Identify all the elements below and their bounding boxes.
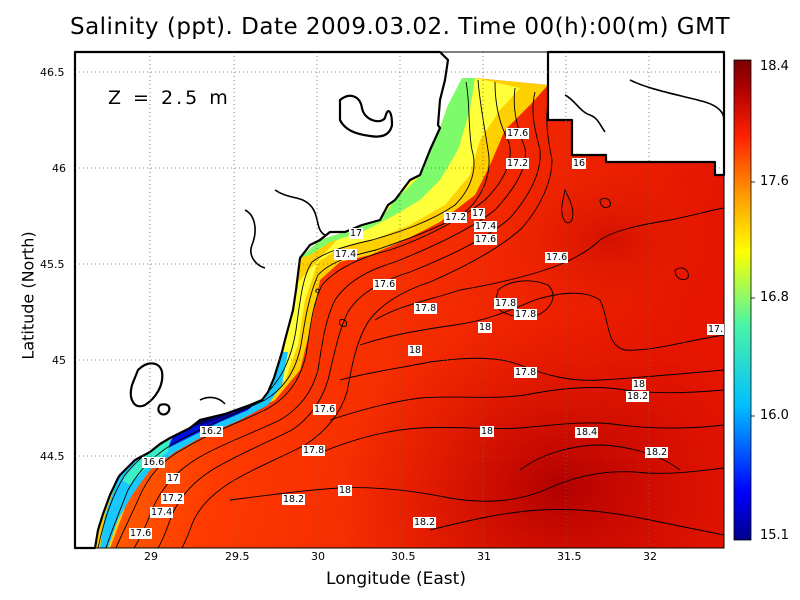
- contour-label: 18.2: [413, 517, 437, 528]
- contour-label: 17.8: [302, 445, 326, 456]
- contour-label: 17.8: [514, 367, 538, 378]
- colorbar-tick: 17.6: [760, 174, 789, 189]
- x-tick: 31: [477, 550, 491, 563]
- contour-label: 17: [166, 473, 181, 484]
- contour-label: 17.6: [506, 128, 530, 139]
- contour-label: 17.8: [414, 303, 438, 314]
- contour-label: 17.4: [334, 249, 358, 260]
- contour-label: 17.6: [129, 528, 153, 539]
- depth-label: Z = 2.5 m: [108, 87, 231, 109]
- inland-water: [199, 79, 725, 405]
- contour-label: 16.6: [142, 457, 166, 468]
- contour-label: 17.6: [474, 234, 498, 245]
- y-axis-label: Latitude (North): [18, 231, 38, 360]
- colorbar-tick: 16.0: [760, 408, 789, 423]
- contour-label: 17.6: [545, 252, 569, 263]
- contour-label: 18.2: [645, 447, 669, 458]
- contour-label: 18.2: [626, 391, 650, 402]
- contour-label: 18: [478, 322, 493, 333]
- contour-label: 18: [632, 379, 647, 390]
- y-tick: 46: [52, 162, 66, 175]
- contour-label: 17.2: [444, 212, 468, 223]
- colorbar: [733, 59, 752, 541]
- x-tick: 29: [144, 550, 158, 563]
- contour-label: 18.2: [282, 494, 306, 505]
- contour-label: 17.6: [313, 404, 337, 415]
- colorbar-tick: 16.8: [760, 290, 789, 305]
- contour-label: 17: [349, 228, 364, 239]
- contour-label: 18.4: [575, 427, 599, 438]
- contour-label: 17.2: [506, 158, 530, 169]
- x-tick: 29.5: [225, 550, 250, 563]
- coastline: [73, 50, 726, 550]
- contour-label: 17.4: [150, 507, 174, 518]
- x-tick: 32: [643, 550, 657, 563]
- contour-label: 17.4: [474, 221, 498, 232]
- contour-label: 17.6: [373, 279, 397, 290]
- grid-lines: [75, 52, 724, 548]
- contour-label: 17.: [707, 324, 725, 335]
- contour-label: 16.2: [200, 426, 224, 437]
- colorbar-tick: 15.1: [760, 528, 789, 543]
- contour-label: 18: [338, 485, 353, 496]
- y-tick: 45.5: [40, 258, 65, 271]
- x-tick: 30: [311, 550, 325, 563]
- x-axis-label: Longitude (East): [326, 569, 466, 589]
- x-tick: 31.5: [557, 550, 582, 563]
- y-tick: 44.5: [40, 450, 65, 463]
- contour-label: 18: [480, 426, 495, 437]
- contour-label: 17: [471, 208, 486, 219]
- y-tick: 46.5: [40, 66, 65, 79]
- contour-label: 16: [572, 158, 587, 169]
- map-title: Salinity (ppt). Date 2009.03.02. Time 00…: [69, 14, 731, 40]
- y-tick: 45: [52, 354, 66, 367]
- contour-label: 17.2: [161, 493, 185, 504]
- contour-label: 18: [408, 345, 423, 356]
- plot-frame: [74, 51, 725, 549]
- colorbar-tick: 18.4: [760, 59, 789, 74]
- contour-label: 17.8: [494, 298, 518, 309]
- contour-label: 17.8: [514, 309, 538, 320]
- x-tick: 30.5: [391, 550, 416, 563]
